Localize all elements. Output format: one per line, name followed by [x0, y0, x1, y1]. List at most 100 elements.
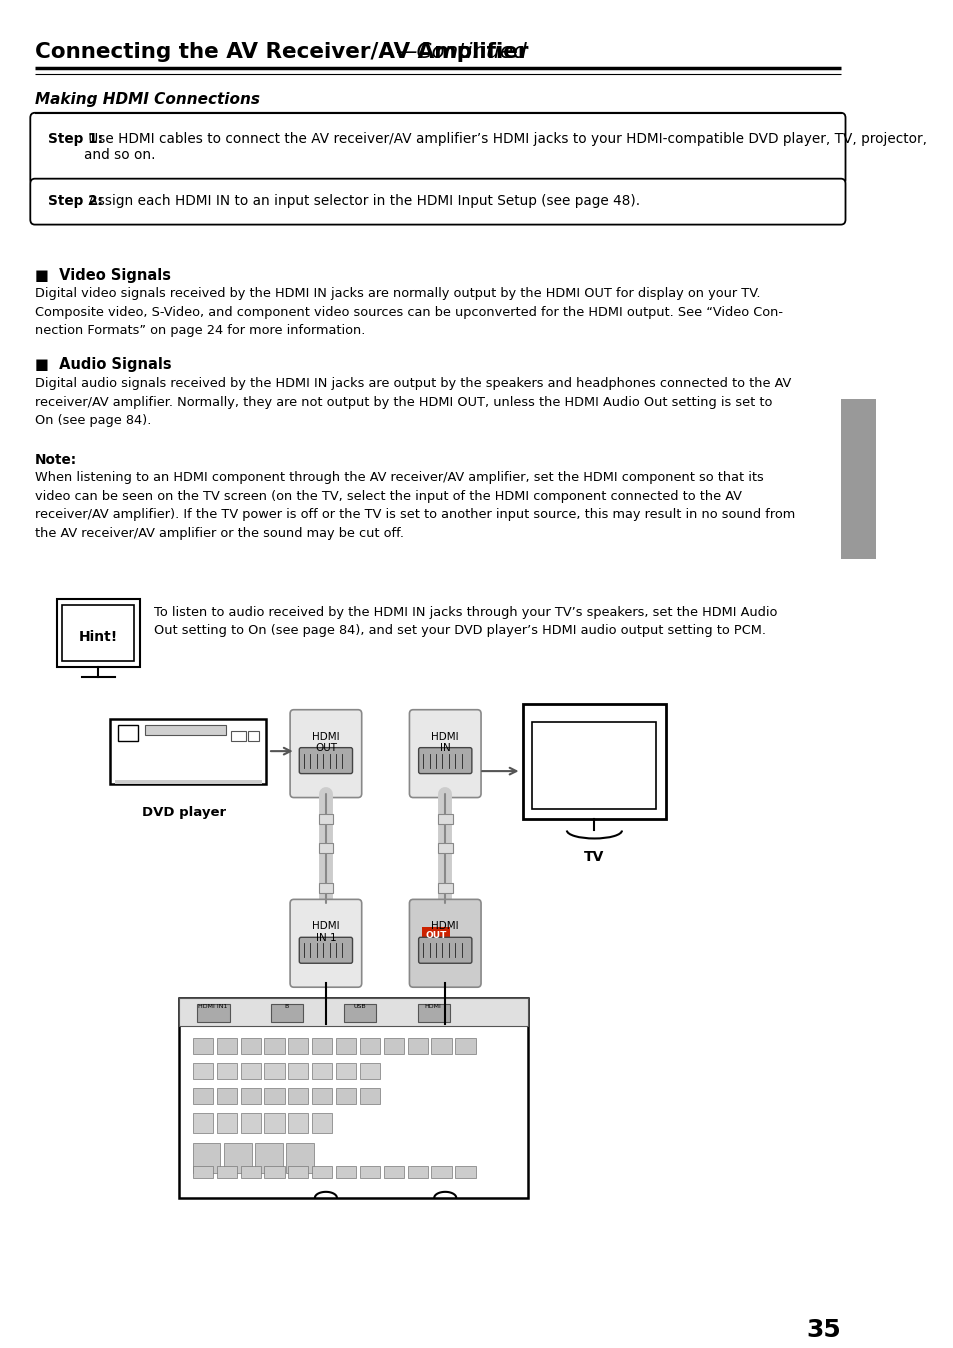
FancyBboxPatch shape	[418, 748, 472, 774]
Text: 35: 35	[805, 1317, 840, 1341]
Bar	[193, 1038, 213, 1054]
Bar	[193, 1113, 213, 1132]
FancyBboxPatch shape	[409, 899, 480, 987]
Bar	[264, 1113, 284, 1132]
Text: HDMI IN1: HDMI IN1	[198, 1004, 228, 1010]
Bar	[216, 1064, 236, 1078]
Bar	[240, 1064, 260, 1078]
Bar	[455, 1038, 475, 1054]
Bar	[240, 1038, 260, 1054]
Bar	[264, 1166, 284, 1178]
Bar	[312, 1166, 332, 1178]
Bar	[264, 1088, 284, 1104]
Text: Step 2:: Step 2:	[48, 194, 103, 208]
Text: ■  Audio Signals: ■ Audio Signals	[35, 357, 172, 372]
Text: Step 1:: Step 1:	[48, 132, 103, 146]
Bar	[62, 605, 133, 661]
Text: ■  Video Signals: ■ Video Signals	[35, 267, 171, 283]
Bar	[359, 1064, 379, 1078]
Text: HDMI
IN: HDMI IN	[431, 732, 458, 754]
Bar	[318, 883, 333, 894]
Bar	[359, 1166, 379, 1178]
Bar	[417, 1004, 450, 1022]
Bar	[197, 1004, 230, 1022]
FancyBboxPatch shape	[290, 899, 361, 987]
Bar	[117, 725, 137, 740]
Text: HDMI: HDMI	[424, 1004, 441, 1010]
Bar	[271, 1004, 303, 1022]
Bar	[216, 1088, 236, 1104]
Bar	[312, 1038, 332, 1054]
Bar	[407, 1166, 427, 1178]
Bar	[114, 779, 261, 783]
Text: HDMI
IN 1: HDMI IN 1	[312, 921, 339, 944]
Bar	[359, 1038, 379, 1054]
Text: When listening to an HDMI component through the AV receiver/AV amplifier, set th: When listening to an HDMI component thro…	[35, 472, 794, 539]
Bar	[840, 399, 875, 559]
Bar	[335, 1088, 355, 1104]
Bar	[532, 721, 656, 809]
Bar	[179, 998, 527, 1198]
Bar	[286, 1143, 314, 1173]
FancyBboxPatch shape	[418, 937, 472, 964]
FancyBboxPatch shape	[30, 113, 844, 185]
Bar	[344, 1004, 376, 1022]
Text: Hint!: Hint!	[78, 630, 118, 644]
FancyBboxPatch shape	[299, 937, 353, 964]
Text: To listen to audio received by the HDMI IN jacks through your TV’s speakers, set: To listen to audio received by the HDMI …	[154, 605, 777, 638]
Text: Digital audio signals received by the HDMI IN jacks are output by the speakers a: Digital audio signals received by the HD…	[35, 377, 790, 427]
Text: B: B	[284, 1004, 288, 1010]
Bar	[264, 1064, 284, 1078]
Text: Digital video signals received by the HDMI IN jacks are normally output by the H: Digital video signals received by the HD…	[35, 287, 782, 337]
Bar	[431, 1038, 451, 1054]
Bar	[255, 1143, 282, 1173]
Bar	[407, 1038, 427, 1054]
Bar	[335, 1166, 355, 1178]
Text: —Continued: —Continued	[395, 42, 526, 62]
Bar	[383, 1038, 403, 1054]
Bar	[359, 1088, 379, 1104]
FancyBboxPatch shape	[299, 748, 353, 774]
Bar	[335, 1064, 355, 1078]
Bar	[437, 883, 452, 894]
Bar	[145, 725, 226, 735]
Bar	[288, 1038, 308, 1054]
Bar	[224, 1143, 252, 1173]
Bar	[110, 718, 266, 783]
Text: TV: TV	[583, 851, 604, 864]
Bar	[231, 731, 246, 740]
FancyBboxPatch shape	[409, 709, 480, 798]
Bar	[437, 844, 452, 853]
Bar	[431, 1166, 451, 1178]
Bar	[318, 844, 333, 853]
Text: Use HDMI cables to connect the AV receiver/AV amplifier’s HDMI jacks to your HDM: Use HDMI cables to connect the AV receiv…	[85, 132, 926, 162]
Bar	[437, 814, 452, 824]
Bar	[288, 1166, 308, 1178]
Text: DVD player: DVD player	[141, 806, 226, 818]
Bar	[179, 998, 527, 1026]
Text: USB: USB	[354, 1004, 366, 1010]
Bar	[523, 704, 665, 818]
Bar	[288, 1064, 308, 1078]
Bar	[335, 1038, 355, 1054]
Bar	[216, 1038, 236, 1054]
Bar	[193, 1064, 213, 1078]
Bar	[248, 731, 258, 740]
Bar	[57, 599, 139, 667]
Bar	[240, 1088, 260, 1104]
Bar	[240, 1113, 260, 1132]
Bar	[240, 1166, 260, 1178]
FancyBboxPatch shape	[30, 179, 844, 225]
Text: Connecting the AV Receiver/AV Amplifier: Connecting the AV Receiver/AV Amplifier	[35, 42, 528, 62]
Text: HDMI: HDMI	[431, 921, 458, 931]
Text: Making HDMI Connections: Making HDMI Connections	[35, 92, 259, 106]
Bar	[193, 1088, 213, 1104]
Bar	[264, 1038, 284, 1054]
Text: Assign each HDMI IN to an input selector in the HDMI Input Setup (see page 48).: Assign each HDMI IN to an input selector…	[85, 194, 639, 208]
Bar	[312, 1064, 332, 1078]
Bar	[318, 814, 333, 824]
FancyBboxPatch shape	[290, 709, 361, 798]
Text: Note:: Note:	[35, 453, 77, 468]
Bar	[288, 1113, 308, 1132]
Bar	[288, 1088, 308, 1104]
